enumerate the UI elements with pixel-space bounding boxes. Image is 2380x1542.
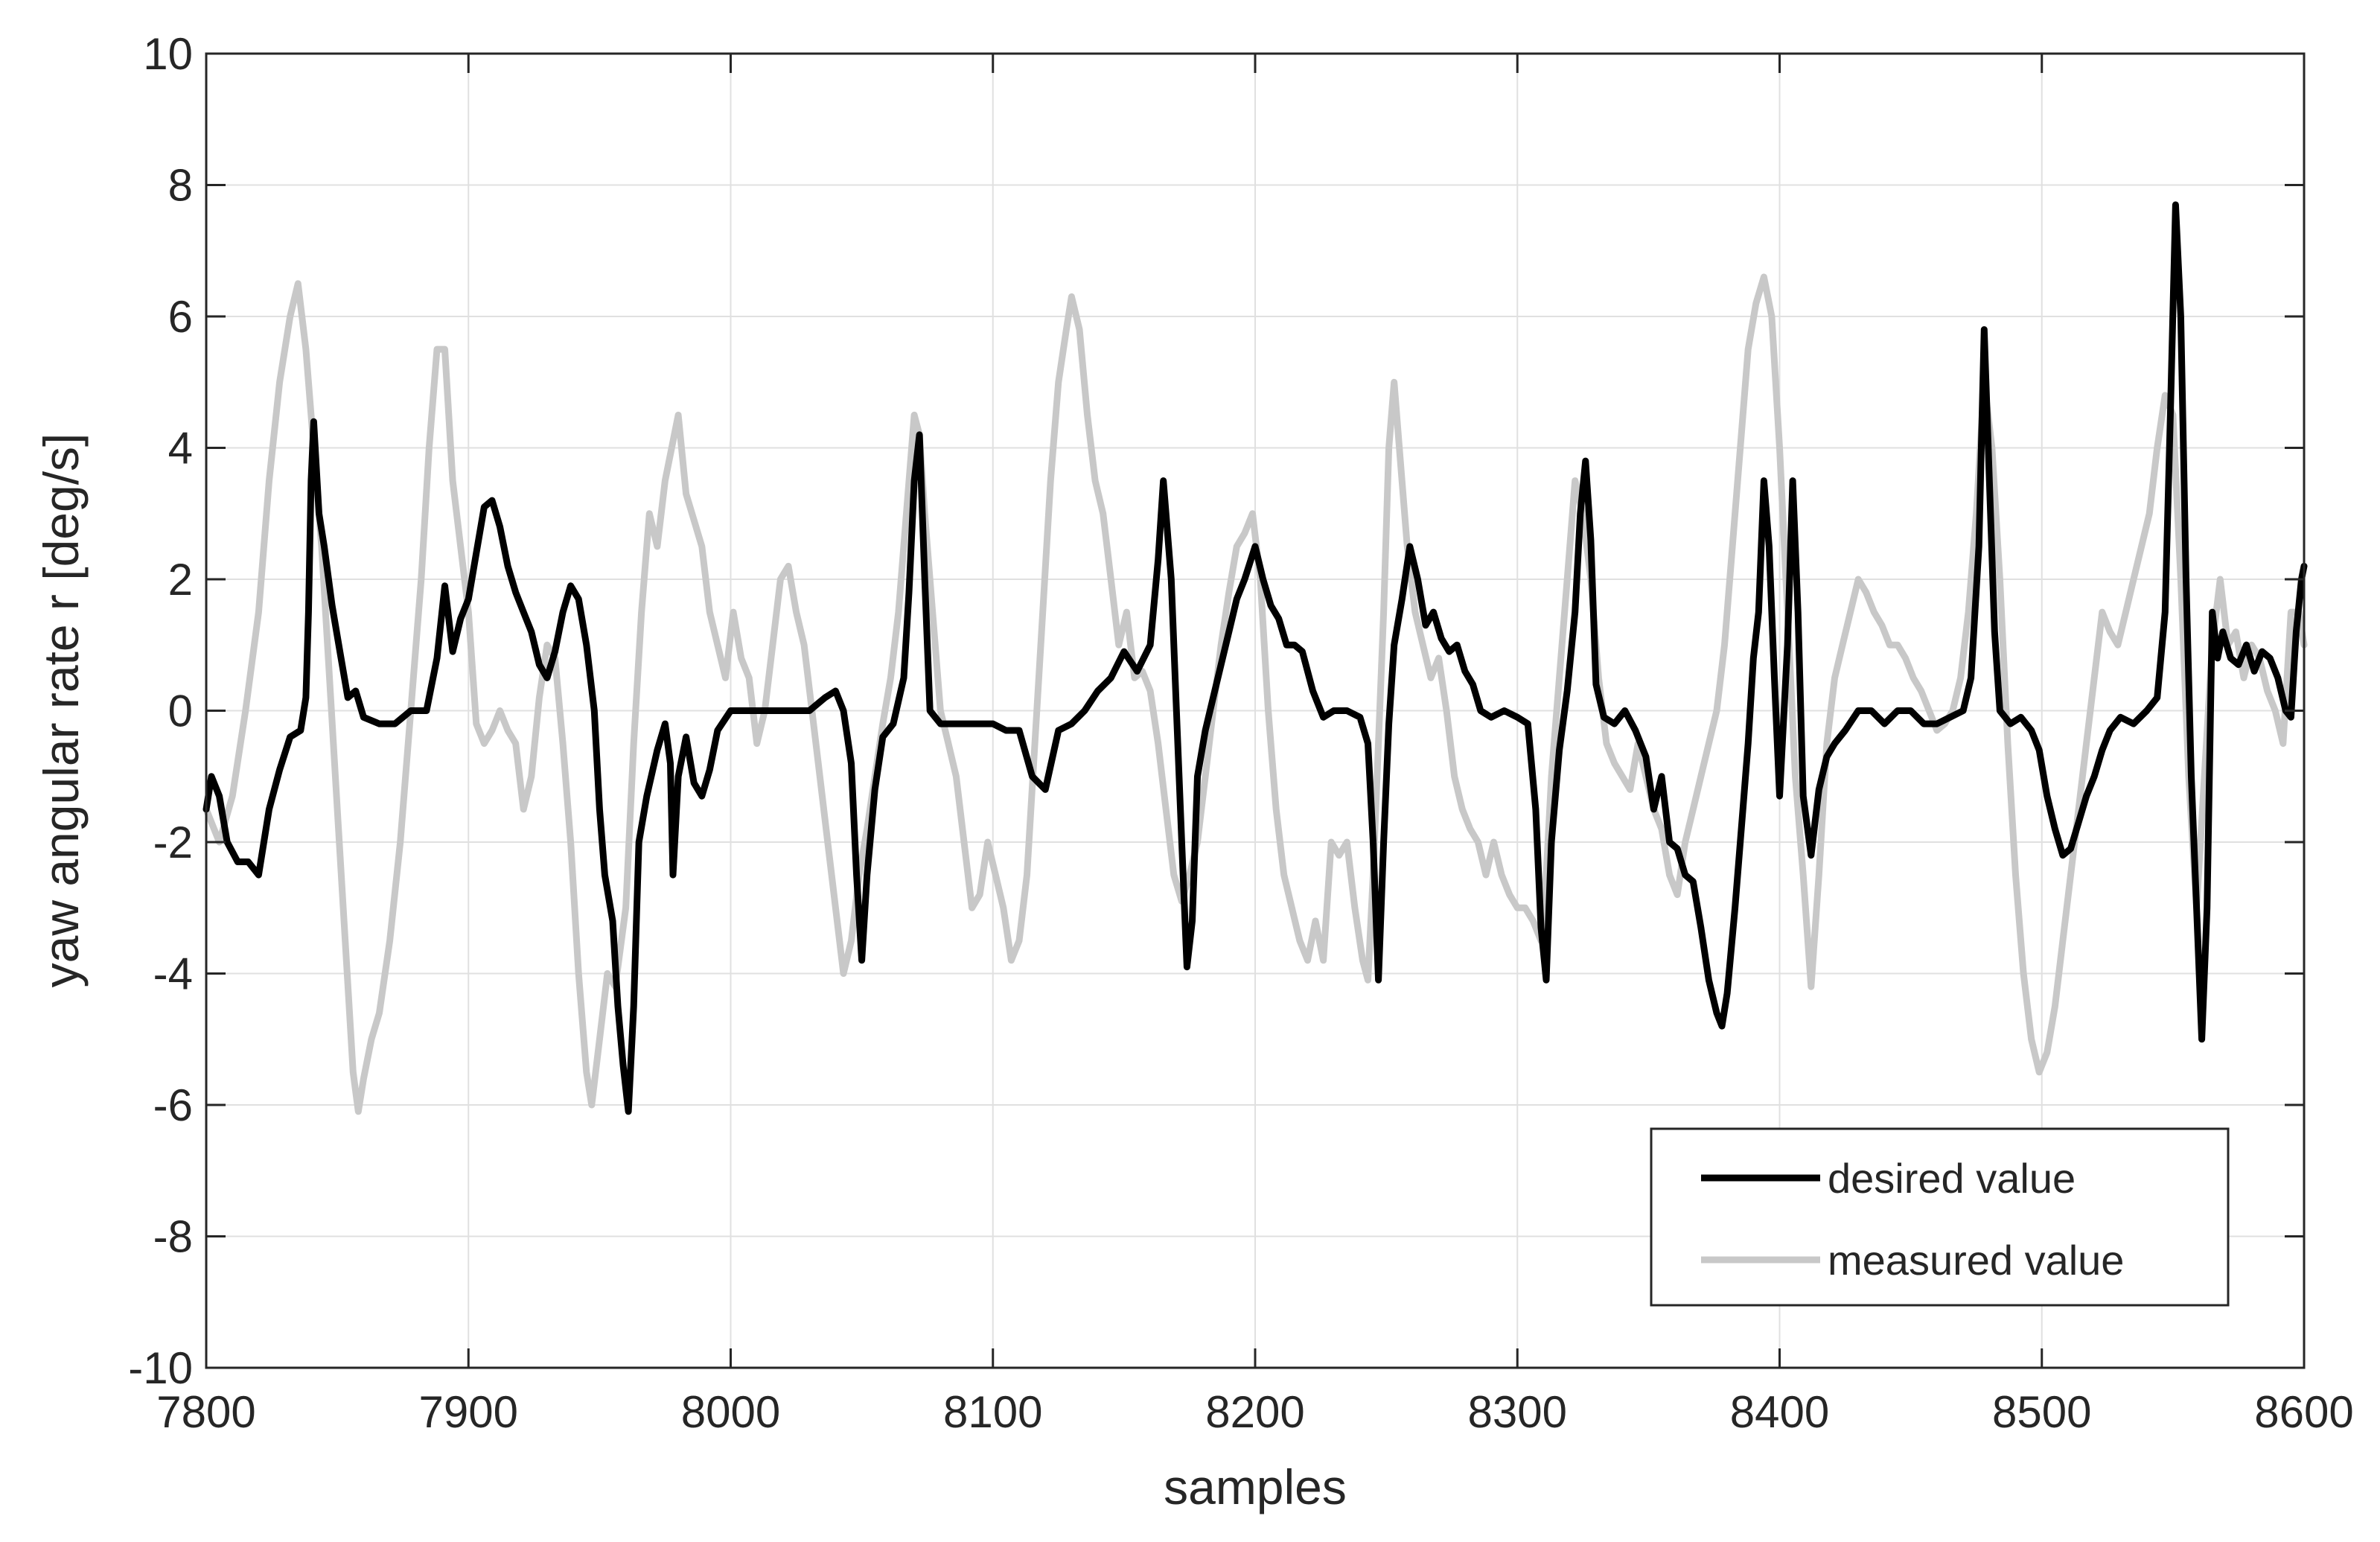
x-tick-label: 8100 [943,1387,1042,1437]
legend-box [1650,1127,2230,1307]
x-tick-label: 8500 [1992,1387,2091,1437]
y-tick-label: 10 [143,29,193,79]
y-tick-label: -10 [128,1343,193,1393]
ticks: 7800 7900 8000 8100 8200 8300 8400 8500 8600-10-… [128,29,2353,1437]
x-tick-label: 8000 [681,1387,780,1437]
series-line-desired [202,201,2308,1115]
y-tick-label: -6 [153,1080,193,1130]
y-tick-label: 8 [168,161,193,211]
y-tick-label: 4 [168,424,193,474]
y-axis-label: yaw angular rate r [deg/s] [34,433,89,988]
y-tick-label: 6 [168,292,193,342]
x-tick-label: 8600 [2254,1387,2353,1437]
y-tick-label: 0 [168,686,193,736]
x-tick-label: 8300 [1468,1387,1567,1437]
x-tick-label: 8400 [1730,1387,1829,1437]
series-line-measured [202,273,2308,1115]
x-tick-label: 7800 [156,1387,255,1437]
x-tick-label: 7900 [419,1387,518,1437]
legend-label-desired: desired value [1828,1155,2076,1202]
y-tick-label: 2 [168,555,193,605]
x-axis-label: samples [1164,1459,1347,1514]
series-layer [202,201,2308,1115]
legend: desired value measured value [1650,1127,2230,1307]
y-tick-label: -2 [153,818,193,867]
y-tick-label: -4 [153,949,193,999]
x-tick-label: 8200 [1205,1387,1304,1437]
y-tick-label: -8 [153,1212,193,1262]
legend-label-measured: measured value [1828,1237,2124,1284]
